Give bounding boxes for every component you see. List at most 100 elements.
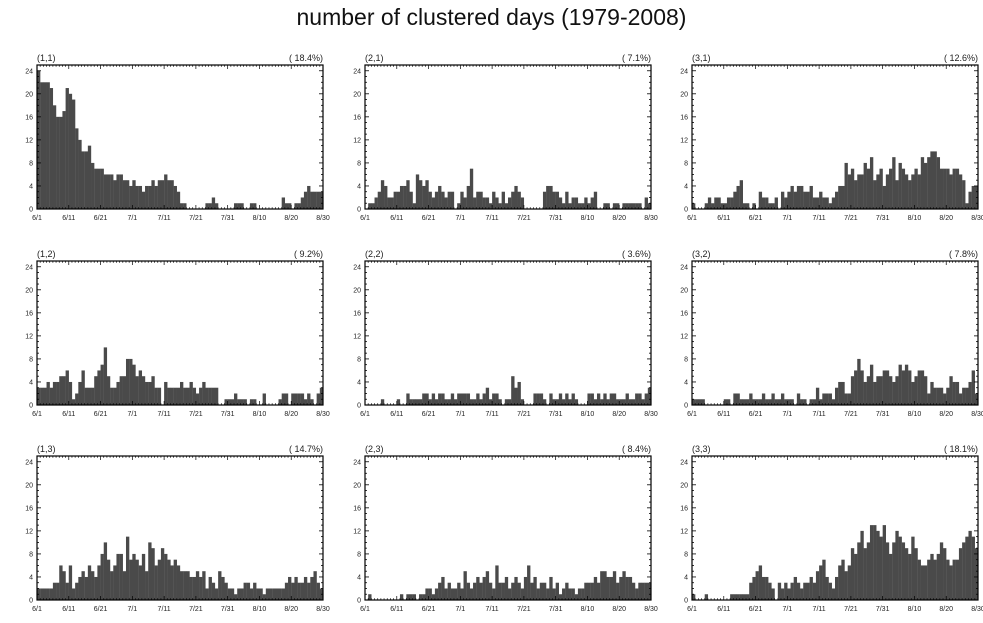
bar bbox=[806, 582, 810, 600]
bar bbox=[447, 399, 451, 405]
y-tick-label: 12 bbox=[353, 528, 361, 535]
bar bbox=[256, 588, 260, 600]
panel-svg: 0 4 8 12 16 20 24 6/1 6/11 6/21 7/1 7/11 7/21 7/31 8/1… bbox=[25, 444, 330, 613]
x-tick-label: 7/31 bbox=[549, 411, 563, 418]
y-tick-label: 0 bbox=[29, 207, 33, 214]
bar bbox=[869, 157, 874, 209]
bar bbox=[141, 376, 146, 405]
bar bbox=[100, 364, 104, 405]
bar bbox=[638, 393, 642, 405]
x-tick-label: 8/30 bbox=[644, 606, 658, 613]
bar bbox=[43, 387, 47, 405]
y-tick-label: 16 bbox=[680, 505, 688, 512]
bar bbox=[876, 376, 880, 405]
bar bbox=[81, 151, 85, 209]
bar bbox=[310, 399, 314, 405]
bar bbox=[240, 588, 244, 600]
x-tick-label: 7/21 bbox=[517, 411, 531, 418]
bar bbox=[882, 525, 886, 600]
bar bbox=[946, 387, 950, 405]
bar bbox=[885, 174, 890, 209]
bar bbox=[930, 553, 934, 600]
bar bbox=[949, 565, 953, 600]
bar bbox=[205, 588, 209, 600]
x-tick-label: 7/11 bbox=[813, 411, 826, 418]
bar bbox=[812, 197, 817, 209]
bar bbox=[234, 393, 238, 405]
bar bbox=[904, 364, 909, 405]
panel-id-label: (2,1) bbox=[365, 53, 384, 63]
bar bbox=[644, 582, 648, 600]
bar bbox=[227, 588, 231, 600]
bar bbox=[262, 594, 266, 600]
bar bbox=[313, 191, 317, 209]
bar bbox=[908, 370, 912, 405]
bar bbox=[749, 582, 753, 600]
bar bbox=[300, 197, 305, 209]
bar bbox=[221, 576, 225, 600]
bar bbox=[746, 594, 750, 600]
bar bbox=[581, 588, 585, 600]
bar bbox=[450, 393, 455, 405]
bar bbox=[463, 197, 467, 209]
x-tick-label: 7/21 bbox=[844, 606, 858, 613]
bar bbox=[132, 364, 136, 405]
bar bbox=[606, 203, 610, 209]
bar bbox=[844, 162, 848, 209]
bar bbox=[812, 582, 817, 600]
bar bbox=[176, 387, 181, 405]
x-tick-label: 7/21 bbox=[517, 215, 531, 222]
bar bbox=[841, 185, 845, 209]
bar bbox=[771, 203, 775, 209]
panel-3-3: 0 4 8 12 16 20 24 6/1 6/11 6/21 7/1 7/11 7/21 7/31 8/1… bbox=[662, 440, 983, 616]
bar bbox=[609, 393, 614, 405]
bar bbox=[612, 393, 617, 405]
bar bbox=[91, 162, 95, 209]
x-tick-label: 7/21 bbox=[189, 215, 203, 222]
bar bbox=[403, 185, 407, 209]
bar bbox=[214, 387, 219, 405]
bar bbox=[268, 588, 273, 600]
bar bbox=[692, 594, 696, 600]
bar bbox=[511, 582, 515, 600]
bar bbox=[106, 174, 111, 209]
bar bbox=[208, 203, 212, 209]
bar bbox=[84, 387, 88, 405]
panel-percent-label: ( 18.1%) bbox=[944, 444, 978, 454]
bar bbox=[441, 576, 445, 600]
bar bbox=[803, 399, 807, 405]
bar bbox=[952, 381, 956, 405]
y-tick-label: 8 bbox=[684, 551, 688, 558]
x-tick-label: 8/10 bbox=[581, 606, 595, 613]
x-tick-label: 6/1 bbox=[687, 606, 697, 613]
bar bbox=[434, 399, 439, 405]
bar bbox=[444, 588, 448, 600]
bar bbox=[581, 203, 585, 209]
bar bbox=[457, 393, 461, 405]
bar bbox=[895, 530, 899, 600]
bar bbox=[882, 370, 886, 405]
panel-svg: 0 4 8 12 16 20 24 6/1 6/11 6/21 7/1 7/11 7/21 7/31 8/1… bbox=[680, 444, 983, 613]
bar bbox=[965, 536, 969, 600]
bar bbox=[281, 588, 286, 600]
x-tick-label: 7/1 bbox=[127, 215, 137, 222]
x-tick-label: 8/10 bbox=[253, 606, 267, 613]
bar bbox=[444, 399, 448, 405]
bar bbox=[914, 376, 918, 405]
bar bbox=[901, 370, 906, 405]
x-tick-label: 7/11 bbox=[813, 215, 826, 222]
bar bbox=[307, 185, 311, 209]
bar bbox=[587, 203, 591, 209]
bar bbox=[879, 168, 883, 209]
x-tick-label: 8/30 bbox=[316, 411, 330, 418]
bar bbox=[94, 576, 98, 600]
bar bbox=[549, 185, 553, 209]
bar bbox=[186, 571, 190, 600]
bar bbox=[145, 381, 149, 405]
bar bbox=[422, 185, 426, 209]
bar bbox=[148, 381, 152, 405]
bar bbox=[300, 582, 305, 600]
bar bbox=[593, 191, 598, 209]
bar bbox=[730, 197, 734, 209]
bar bbox=[406, 594, 410, 600]
